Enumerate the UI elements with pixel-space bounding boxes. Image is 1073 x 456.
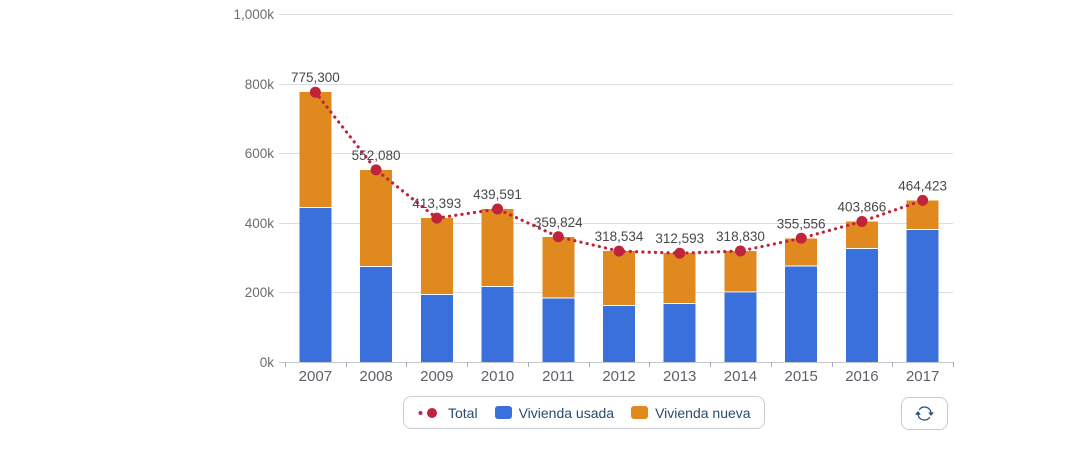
bar-usada-2010[interactable] — [481, 287, 514, 362]
total-label-2009: 413,393 — [412, 196, 461, 211]
bar-usada-2012[interactable] — [603, 305, 635, 362]
nueva-swatch-icon — [631, 406, 649, 419]
legend-item-total[interactable]: Total — [417, 406, 478, 420]
total-point-2007[interactable] — [309, 86, 321, 98]
total-point-2008[interactable] — [370, 164, 382, 176]
bar-usada-2014[interactable] — [724, 292, 757, 362]
bar-usada-2017[interactable] — [906, 230, 939, 362]
bar-usada-2011[interactable] — [542, 298, 575, 362]
bar-usada-2007[interactable] — [299, 207, 332, 362]
y-tick-label-800k: 800k — [245, 77, 275, 92]
legend-label-total: Total — [448, 404, 478, 421]
legend-label-usada: Vivienda usada — [518, 404, 615, 421]
y-tick-label-0k: 0k — [260, 355, 275, 370]
total-label-2012: 318,534 — [595, 229, 644, 244]
x-tick-label-2015: 2015 — [784, 368, 817, 385]
total-point-2010[interactable] — [492, 203, 504, 215]
x-tick-label-2009: 2009 — [420, 368, 453, 385]
bar-nueva-2007[interactable] — [299, 92, 332, 207]
total-point-2011[interactable] — [552, 231, 564, 243]
refresh-icon — [915, 406, 934, 421]
total-point-2015[interactable] — [795, 232, 807, 244]
bar-usada-2016[interactable] — [845, 248, 878, 362]
total-point-2013[interactable] — [674, 247, 686, 259]
bar-usada-2013[interactable] — [663, 303, 696, 362]
y-tick-label-400k: 400k — [245, 216, 275, 231]
total-label-2010: 439,591 — [473, 187, 522, 202]
bar-nueva-2011[interactable] — [542, 236, 575, 298]
x-tick-label-2016: 2016 — [845, 368, 878, 385]
total-label-2017: 464,423 — [898, 178, 947, 193]
bar-usada-2015[interactable] — [785, 266, 818, 362]
total-label-2013: 312,593 — [655, 231, 704, 246]
x-tick-label-2010: 2010 — [481, 368, 514, 385]
total-label-2016: 403,866 — [838, 199, 887, 214]
total-line-marker-icon — [418, 407, 437, 418]
refresh-button[interactable] — [901, 397, 948, 430]
x-tick-label-2013: 2013 — [663, 368, 696, 385]
total-point-2016[interactable] — [856, 215, 868, 227]
total-label-2007: 775,300 — [291, 70, 340, 85]
bar-nueva-2014[interactable] — [724, 251, 757, 292]
total-point-2014[interactable] — [734, 245, 746, 257]
bar-nueva-2009[interactable] — [420, 218, 453, 294]
total-label-2008: 552,080 — [352, 148, 401, 163]
x-tick-label-2014: 2014 — [724, 368, 757, 385]
usada-swatch-icon — [494, 406, 512, 419]
legend-item-usada[interactable]: Vivienda usada — [494, 404, 615, 421]
bar-nueva-2013[interactable] — [663, 253, 696, 303]
x-tick-label-2011: 2011 — [542, 368, 574, 385]
y-tick-label-600k: 600k — [245, 146, 275, 161]
legend-label-nueva: Vivienda nueva — [655, 404, 751, 421]
bar-nueva-2008[interactable] — [360, 169, 393, 266]
total-point-2009[interactable] — [431, 212, 443, 224]
legend-item-nueva[interactable]: Vivienda nueva — [631, 404, 751, 421]
total-label-2015: 355,556 — [777, 216, 826, 231]
x-tick-label-2017: 2017 — [906, 368, 939, 385]
total-point-2012[interactable] — [613, 245, 625, 257]
total-label-2014: 318,830 — [716, 229, 765, 244]
total-point-2017[interactable] — [917, 194, 929, 206]
x-tick-label-2012: 2012 — [602, 368, 635, 385]
bar-usada-2009[interactable] — [420, 294, 453, 362]
y-tick-label-1,000k: 1,000k — [233, 7, 274, 22]
bar-usada-2008[interactable] — [360, 266, 393, 362]
bar-nueva-2010[interactable] — [481, 209, 514, 287]
total-label-2011: 359,824 — [534, 215, 583, 230]
bar-nueva-2012[interactable] — [603, 251, 635, 305]
x-tick-label-2007: 2007 — [299, 368, 332, 385]
y-tick-label-200k: 200k — [245, 285, 275, 300]
chart-legend: Total Vivienda usada Vivienda nueva — [403, 396, 765, 429]
x-tick-label-2008: 2008 — [359, 368, 392, 385]
